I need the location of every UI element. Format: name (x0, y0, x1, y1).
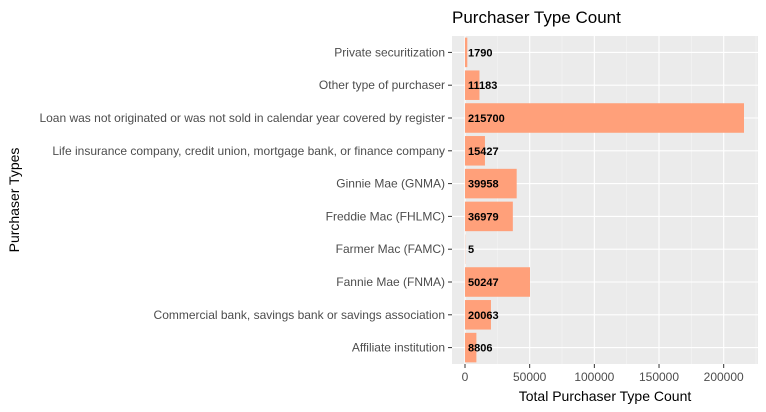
bars (465, 37, 744, 363)
data-label: 8806 (468, 343, 492, 355)
category-label: Life insurance company, credit union, mo… (52, 144, 445, 158)
data-labels: 1790 11183 215700 15427 39958 36979 5 50247 2006… (468, 47, 505, 354)
data-label: 39958 (468, 179, 499, 191)
x-tick-label: 150000 (639, 370, 679, 384)
bar (465, 70, 480, 100)
x-tick-label: 100000 (574, 370, 614, 384)
x-axis-ticks: 0 50000 100000 150000 200000 (462, 364, 744, 384)
data-label: 5 (468, 244, 474, 256)
bar (465, 267, 530, 297)
bar (465, 332, 477, 363)
chart-title: Purchaser Type Count (452, 8, 621, 27)
data-label: 15427 (468, 146, 499, 158)
data-label: 11183 (468, 80, 497, 92)
y-axis-title: Purchaser Types (6, 148, 22, 253)
category-label: Private securitization (334, 45, 445, 59)
category-label: Other type of purchaser (319, 78, 445, 92)
category-label: Farmer Mac (FAMC) (336, 242, 445, 256)
data-label: 36979 (468, 211, 499, 223)
x-axis-title: Total Purchaser Type Count (519, 388, 692, 404)
plot-panel (452, 36, 758, 364)
bar (465, 103, 744, 133)
data-label: 20063 (468, 310, 499, 322)
bar (465, 168, 517, 199)
data-label: 1790 (468, 47, 492, 59)
category-label: Affiliate institution (352, 341, 445, 355)
category-label: Loan was not originated or was not sold … (39, 111, 445, 125)
category-label: Freddie Mac (FHLMC) (326, 209, 445, 223)
bar (465, 300, 491, 330)
x-tick-label: 200000 (704, 370, 744, 384)
bar (465, 136, 485, 166)
category-label: Ginnie Mae (GNMA) (336, 177, 445, 191)
x-tick-label: 0 (462, 370, 469, 384)
x-tick-label: 50000 (513, 370, 547, 384)
category-labels: Private securitization Other type of purc… (39, 45, 452, 355)
data-label: 50247 (468, 277, 499, 289)
category-label: Fannie Mae (FNMA) (336, 275, 445, 289)
bar (465, 201, 513, 232)
gridlines (452, 36, 758, 364)
category-label: Commercial bank, savings bank or savings… (154, 308, 445, 322)
bar (465, 37, 468, 68)
data-label: 215700 (468, 113, 505, 125)
